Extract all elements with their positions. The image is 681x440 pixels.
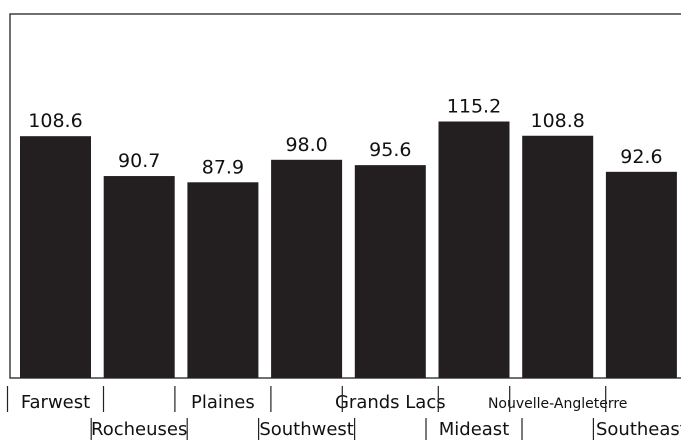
- bar-plaines: [187, 182, 259, 378]
- category-label: Rocheuses: [91, 419, 187, 440]
- value-label: 108.8: [530, 110, 584, 132]
- value-label: 92.6: [620, 146, 662, 168]
- category-label: Plaines: [191, 392, 255, 413]
- bar-grands-lacs: [354, 165, 426, 378]
- value-label: 115.2: [447, 96, 501, 118]
- bar-southeast: [605, 171, 677, 378]
- value-label: 108.6: [28, 110, 82, 132]
- category-label: Grands Lacs: [335, 392, 446, 413]
- value-label: 98.0: [285, 134, 327, 156]
- category-label: Farwest: [21, 392, 90, 413]
- value-label: 87.9: [202, 156, 244, 178]
- category-label: Nouvelle-Angleterre: [488, 396, 627, 412]
- bar-rocheuses: [103, 176, 175, 378]
- value-labels-group: 108.6 90.7 87.9 98.0 95.6 115.2 108.8 92.6: [28, 96, 662, 179]
- bar-farwest: [20, 136, 91, 378]
- bar-southwest: [271, 159, 343, 378]
- bar-nouvelle-angleterre: [522, 135, 594, 378]
- bars-group: [20, 121, 677, 378]
- category-label: Southwest: [259, 419, 354, 440]
- category-label: Southeast: [596, 419, 681, 440]
- value-label: 95.6: [369, 139, 411, 161]
- value-label: 90.7: [118, 150, 160, 172]
- bar-mideast: [438, 121, 510, 378]
- category-label: Mideast: [439, 419, 510, 440]
